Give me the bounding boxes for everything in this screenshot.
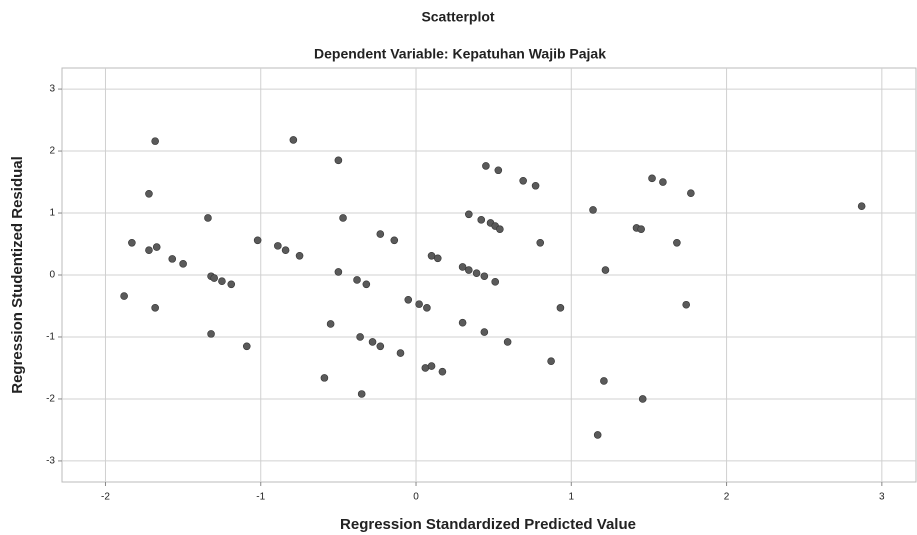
point [327, 320, 334, 327]
point [296, 252, 303, 259]
y-tick-label: 3 [49, 84, 55, 95]
point [532, 182, 539, 189]
x-tick-label: 2 [724, 492, 730, 503]
point [128, 239, 135, 246]
x-tick-label: -1 [256, 492, 265, 503]
point [377, 231, 384, 238]
y-tick-label: 2 [49, 146, 55, 157]
x-axis-title: Regression Standardized Predicted Value [340, 516, 636, 533]
point [600, 377, 607, 384]
point [335, 157, 342, 164]
point [478, 216, 485, 223]
page: {"chart_data": {"type": "scatter", "titl… [0, 0, 917, 535]
point [204, 214, 211, 221]
point [145, 247, 152, 254]
point [152, 304, 159, 311]
point [548, 358, 555, 365]
point [473, 270, 480, 277]
point [358, 390, 365, 397]
point [282, 247, 289, 254]
point [340, 214, 347, 221]
point [335, 268, 342, 275]
point [520, 177, 527, 184]
point [673, 239, 680, 246]
point [683, 301, 690, 308]
point [290, 136, 297, 143]
point [121, 293, 128, 300]
point [422, 364, 429, 371]
point [459, 263, 466, 270]
point [321, 374, 328, 381]
point [459, 319, 466, 326]
point [858, 203, 865, 210]
point [659, 179, 666, 186]
point [594, 431, 601, 438]
point [208, 330, 215, 337]
point [243, 343, 250, 350]
chart-subtitle: Dependent Variable: Kepatuhan Wajib Paja… [314, 46, 606, 62]
point [687, 190, 694, 197]
point [638, 226, 645, 233]
point [590, 206, 597, 213]
point [482, 162, 489, 169]
point [481, 329, 488, 336]
chart-title: Scatterplot [421, 9, 494, 25]
y-tick-label: -3 [46, 456, 55, 467]
point [405, 296, 412, 303]
point [369, 338, 376, 345]
point [504, 338, 511, 345]
y-tick-label: -1 [46, 332, 55, 343]
point [391, 237, 398, 244]
point [152, 138, 159, 145]
point [218, 278, 225, 285]
point [416, 301, 423, 308]
chart: Scatterplot Dependent Variable: Kepatuha… [0, 0, 917, 535]
x-tick-label: 0 [413, 492, 419, 503]
point [537, 239, 544, 246]
point [145, 190, 152, 197]
point [363, 281, 370, 288]
point [557, 304, 564, 311]
point [649, 175, 656, 182]
point [377, 343, 384, 350]
point [423, 304, 430, 311]
point [495, 167, 502, 174]
point [169, 255, 176, 262]
point [228, 281, 235, 288]
y-tick-label: -2 [46, 394, 55, 405]
point [481, 273, 488, 280]
y-axis-title: Regression Studentized Residual [9, 156, 26, 394]
point [496, 226, 503, 233]
x-tick-label: 3 [879, 492, 885, 503]
x-tick-label: -2 [101, 492, 110, 503]
y-tick-label: 1 [49, 208, 55, 219]
point [465, 211, 472, 218]
point [465, 267, 472, 274]
point [211, 275, 218, 282]
point [602, 267, 609, 274]
point [180, 260, 187, 267]
point [439, 368, 446, 375]
point [428, 363, 435, 370]
point [434, 255, 441, 262]
y-tick-label: 0 [49, 270, 55, 281]
point [492, 278, 499, 285]
point [397, 350, 404, 357]
point [153, 244, 160, 251]
point [274, 242, 281, 249]
point [639, 395, 646, 402]
point [354, 276, 361, 283]
point [357, 333, 364, 340]
point [254, 237, 261, 244]
x-tick-label: 1 [569, 492, 575, 503]
